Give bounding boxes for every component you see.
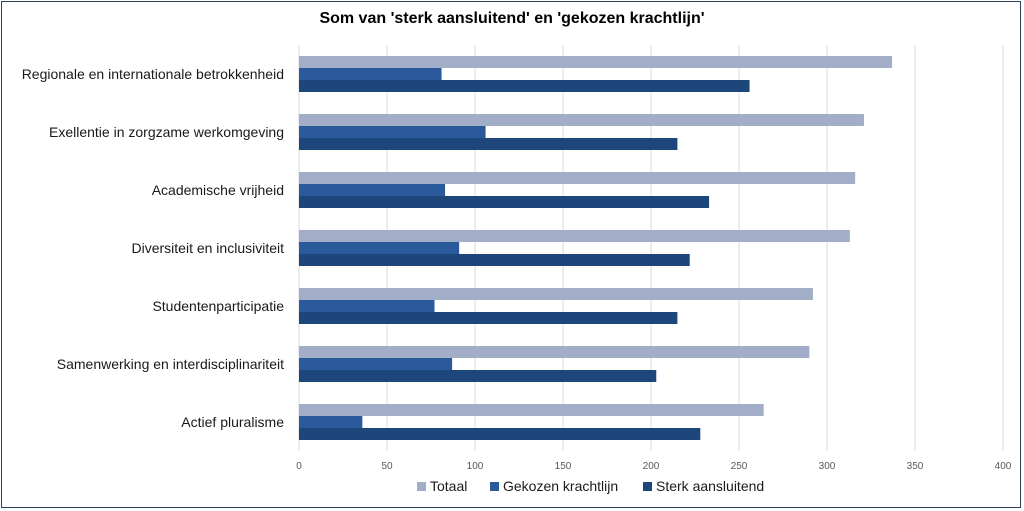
legend-label: Sterk aansluitend (656, 478, 764, 494)
bar-sterk-aansluitend (299, 138, 678, 150)
category-labels: Regionale en internationale betrokkenhei… (22, 66, 285, 430)
legend-swatch (417, 482, 426, 491)
x-axis-tick-labels: 0 50 100 150 200 250 300 350 400 (296, 461, 1012, 472)
legend-swatch (490, 482, 499, 491)
bar-gekozen-krachtlijn (299, 358, 453, 370)
bars (299, 56, 893, 440)
x-tick-label: 0 (296, 461, 302, 472)
chart-title: Som van 'sterk aansluitend' en 'gekozen … (319, 10, 705, 27)
bar-gekozen-krachtlijn (299, 126, 486, 138)
bar-gekozen-krachtlijn (299, 242, 460, 254)
x-tick-label: 150 (555, 461, 572, 472)
bar-sterk-aansluitend (299, 254, 690, 266)
bar-gekozen-krachtlijn (299, 184, 446, 196)
x-tick-label: 100 (467, 461, 484, 472)
bar-totaal (299, 114, 864, 126)
bar-totaal (299, 56, 893, 68)
x-tick-label: 300 (819, 461, 836, 472)
category-label: Diversiteit en inclusiviteit (132, 240, 285, 256)
category-label: Studentenparticipatie (152, 298, 284, 314)
x-tick-label: 50 (381, 461, 393, 472)
bar-gekozen-krachtlijn (299, 416, 363, 428)
bar-gekozen-krachtlijn (299, 300, 435, 312)
legend-label: Totaal (430, 478, 467, 494)
bar-totaal (299, 230, 850, 242)
gridlines (298, 45, 1004, 451)
bar-totaal (299, 346, 810, 358)
bar-sterk-aansluitend (299, 80, 750, 92)
legend-swatch (643, 482, 652, 491)
category-label: Regionale en internationale betrokkenhei… (22, 66, 284, 82)
bar-totaal (299, 404, 764, 416)
bar-sterk-aansluitend (299, 428, 701, 440)
x-tick-label: 350 (907, 461, 924, 472)
legend: Totaal Gekozen krachtlijn Sterk aansluiten… (417, 478, 764, 494)
category-label: Exellentie in zorgzame werkomgeving (49, 124, 284, 140)
category-label: Samenwerking en interdisciplinariteit (57, 356, 284, 372)
category-label: Academische vrijheid (152, 182, 284, 198)
bar-totaal (299, 288, 813, 300)
bar-sterk-aansluitend (299, 370, 657, 382)
bar-sterk-aansluitend (299, 312, 678, 324)
category-label: Actief pluralisme (181, 414, 284, 430)
bar-totaal (299, 172, 856, 184)
bar-sterk-aansluitend (299, 196, 710, 208)
x-tick-label: 200 (643, 461, 660, 472)
legend-label: Gekozen krachtlijn (503, 478, 618, 494)
bar-gekozen-krachtlijn (299, 68, 442, 80)
x-tick-label: 400 (995, 461, 1012, 472)
x-tick-label: 250 (731, 461, 748, 472)
